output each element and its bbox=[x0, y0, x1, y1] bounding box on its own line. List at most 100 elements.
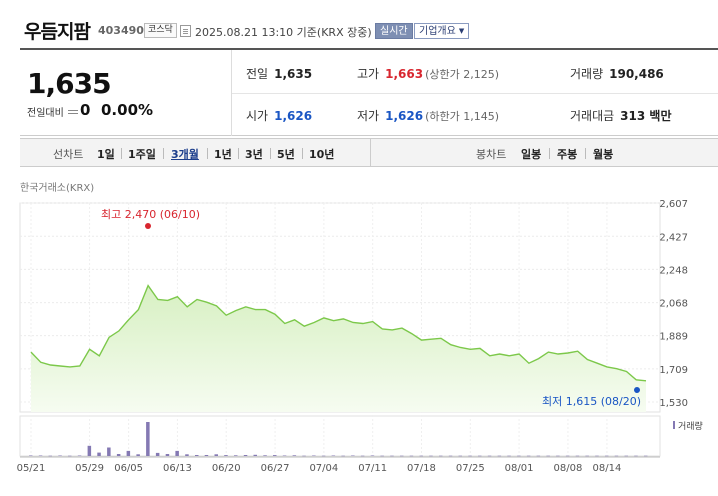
volume-bar bbox=[146, 422, 150, 456]
document-icon[interactable] bbox=[180, 25, 191, 37]
price-chart[interactable]: 2,607 2,427 2,248 2,068 1,889 1,709 1,530 05/21… bbox=[0, 190, 718, 496]
volume-bar bbox=[341, 455, 345, 457]
company-info-dropdown[interactable]: 기업개요 ▼ bbox=[414, 23, 470, 39]
volume-bar bbox=[624, 455, 628, 457]
upper-limit: (상한가 2,125) bbox=[425, 68, 499, 81]
volume-bar bbox=[400, 455, 404, 457]
tab-1y[interactable]: 1년 bbox=[214, 148, 232, 161]
chart-period-tabs: 선차트 1일 1주일 3개월 1년 3년 5년 10년 봉차트 일봉 주봉 월봉 bbox=[20, 138, 718, 167]
y-tick-label: 2,607 bbox=[659, 199, 688, 210]
price-panel: 1,635 전일대비 0 0.00% bbox=[20, 50, 232, 136]
x-tick-label: 05/29 bbox=[75, 463, 104, 474]
company-info-label: 기업개요 bbox=[419, 26, 456, 37]
volume-bar bbox=[526, 455, 531, 457]
price-chart-svg[interactable]: 2,607 2,427 2,248 2,068 1,889 1,709 1,530 05/21… bbox=[0, 190, 718, 496]
exchange-label: 한국거래소(KRX) bbox=[20, 183, 95, 194]
tab-daily[interactable]: 일봉 bbox=[521, 148, 542, 161]
volume-bar bbox=[165, 454, 170, 456]
prev-close: 전일 1,635 bbox=[246, 65, 312, 82]
volume-bar bbox=[214, 454, 218, 456]
volume-bar bbox=[419, 455, 423, 457]
tab-3y[interactable]: 3년 bbox=[245, 148, 263, 161]
volume-bar bbox=[48, 455, 52, 457]
volume-bar bbox=[321, 455, 326, 457]
tab-divider bbox=[121, 148, 122, 159]
volume-bar bbox=[614, 455, 619, 457]
tab-weekly[interactable]: 주봉 bbox=[557, 148, 578, 161]
y-tick-label: 2,427 bbox=[659, 232, 688, 243]
chevron-down-icon: ▼ bbox=[458, 27, 465, 35]
volume-bar bbox=[234, 455, 238, 456]
tab-10y[interactable]: 10년 bbox=[309, 148, 335, 161]
volume-bar bbox=[263, 455, 267, 456]
volume-bar bbox=[507, 455, 511, 457]
open-value: 1,626 bbox=[274, 109, 313, 123]
volume-bar bbox=[87, 445, 92, 456]
volume-bar bbox=[253, 454, 257, 456]
x-tick-label: 08/01 bbox=[505, 463, 534, 474]
x-tick-label: 08/14 bbox=[593, 463, 622, 474]
open-price: 시가 1,626 bbox=[246, 107, 312, 124]
low-label: 저가 bbox=[357, 109, 380, 123]
volume-bar bbox=[458, 455, 462, 457]
tab-5y[interactable]: 5년 bbox=[277, 148, 295, 161]
volume-bar bbox=[97, 452, 101, 456]
volume-bar bbox=[546, 455, 550, 457]
y-tick-label: 2,068 bbox=[659, 299, 688, 310]
tabbar-divider bbox=[370, 139, 371, 166]
volume-bar bbox=[634, 455, 638, 457]
volume-bar bbox=[136, 454, 140, 456]
tab-3m[interactable]: 3개월 bbox=[171, 148, 199, 161]
volume-label: 거래량 bbox=[570, 67, 604, 81]
trade-value-label: 거래대금 bbox=[570, 109, 615, 123]
y-tick-label: 1,530 bbox=[659, 398, 688, 409]
x-tick-label: 06/20 bbox=[212, 463, 241, 474]
volume-bar bbox=[448, 455, 453, 457]
volume-bar bbox=[565, 455, 570, 457]
stock-header: 우듬지팜 403490 코스닥 2025.08.21 13:10 기준(KRX … bbox=[0, 0, 718, 46]
change-label: 전일대비 bbox=[27, 108, 64, 119]
volume-bar bbox=[38, 455, 43, 456]
volume-bar bbox=[536, 455, 541, 457]
volume-bar bbox=[360, 455, 365, 457]
low-price: 저가 1,626 (하한가 1,145) bbox=[357, 107, 499, 124]
volume-bar bbox=[497, 455, 502, 457]
x-tick-label: 05/21 bbox=[17, 463, 46, 474]
unchanged-icon bbox=[68, 110, 78, 114]
volume-bar bbox=[195, 455, 199, 456]
tab-monthly[interactable]: 월봉 bbox=[593, 148, 614, 161]
volume-bar bbox=[77, 455, 82, 456]
volume-bar bbox=[29, 455, 33, 456]
tab-divider bbox=[238, 148, 239, 159]
price-line bbox=[30, 284, 647, 382]
tab-1w[interactable]: 1주일 bbox=[128, 148, 156, 161]
tab-divider bbox=[270, 148, 271, 159]
high-price: 고가 1,663 (상한가 2,125) bbox=[357, 65, 499, 82]
tab-divider bbox=[549, 148, 550, 159]
volume-bar bbox=[585, 455, 589, 457]
volume-bar bbox=[302, 455, 306, 457]
volume-bar bbox=[331, 455, 336, 456]
quote-summary: 1,635 전일대비 0 0.00% 전일 1,635 고가 1,663 (상한가 2… bbox=[20, 48, 718, 136]
candle-chart-title: 봉차트 bbox=[476, 148, 507, 161]
volume-bar bbox=[556, 455, 560, 457]
x-tick-label: 07/18 bbox=[407, 463, 436, 474]
volume-bar bbox=[312, 455, 316, 456]
volume-bar bbox=[351, 455, 355, 456]
x-tick-label: 07/04 bbox=[309, 463, 338, 474]
row-divider bbox=[232, 93, 718, 94]
x-tick-label: 08/08 bbox=[553, 463, 582, 474]
volume-bar bbox=[595, 455, 599, 457]
volume-frame bbox=[19, 415, 661, 457]
volume: 거래량 190,486 bbox=[570, 65, 664, 82]
volume-bar bbox=[185, 454, 189, 456]
y-tick-label: 1,889 bbox=[659, 332, 688, 343]
high-marker bbox=[145, 223, 151, 229]
tab-1d[interactable]: 1일 bbox=[97, 148, 115, 161]
tab-divider bbox=[585, 148, 586, 159]
line-chart-title: 선차트 bbox=[53, 148, 84, 161]
realtime-button[interactable]: 실시간 bbox=[375, 23, 413, 39]
volume-bar bbox=[58, 455, 62, 456]
change-percent: 0.00% bbox=[101, 101, 154, 119]
tab-divider bbox=[302, 148, 303, 159]
